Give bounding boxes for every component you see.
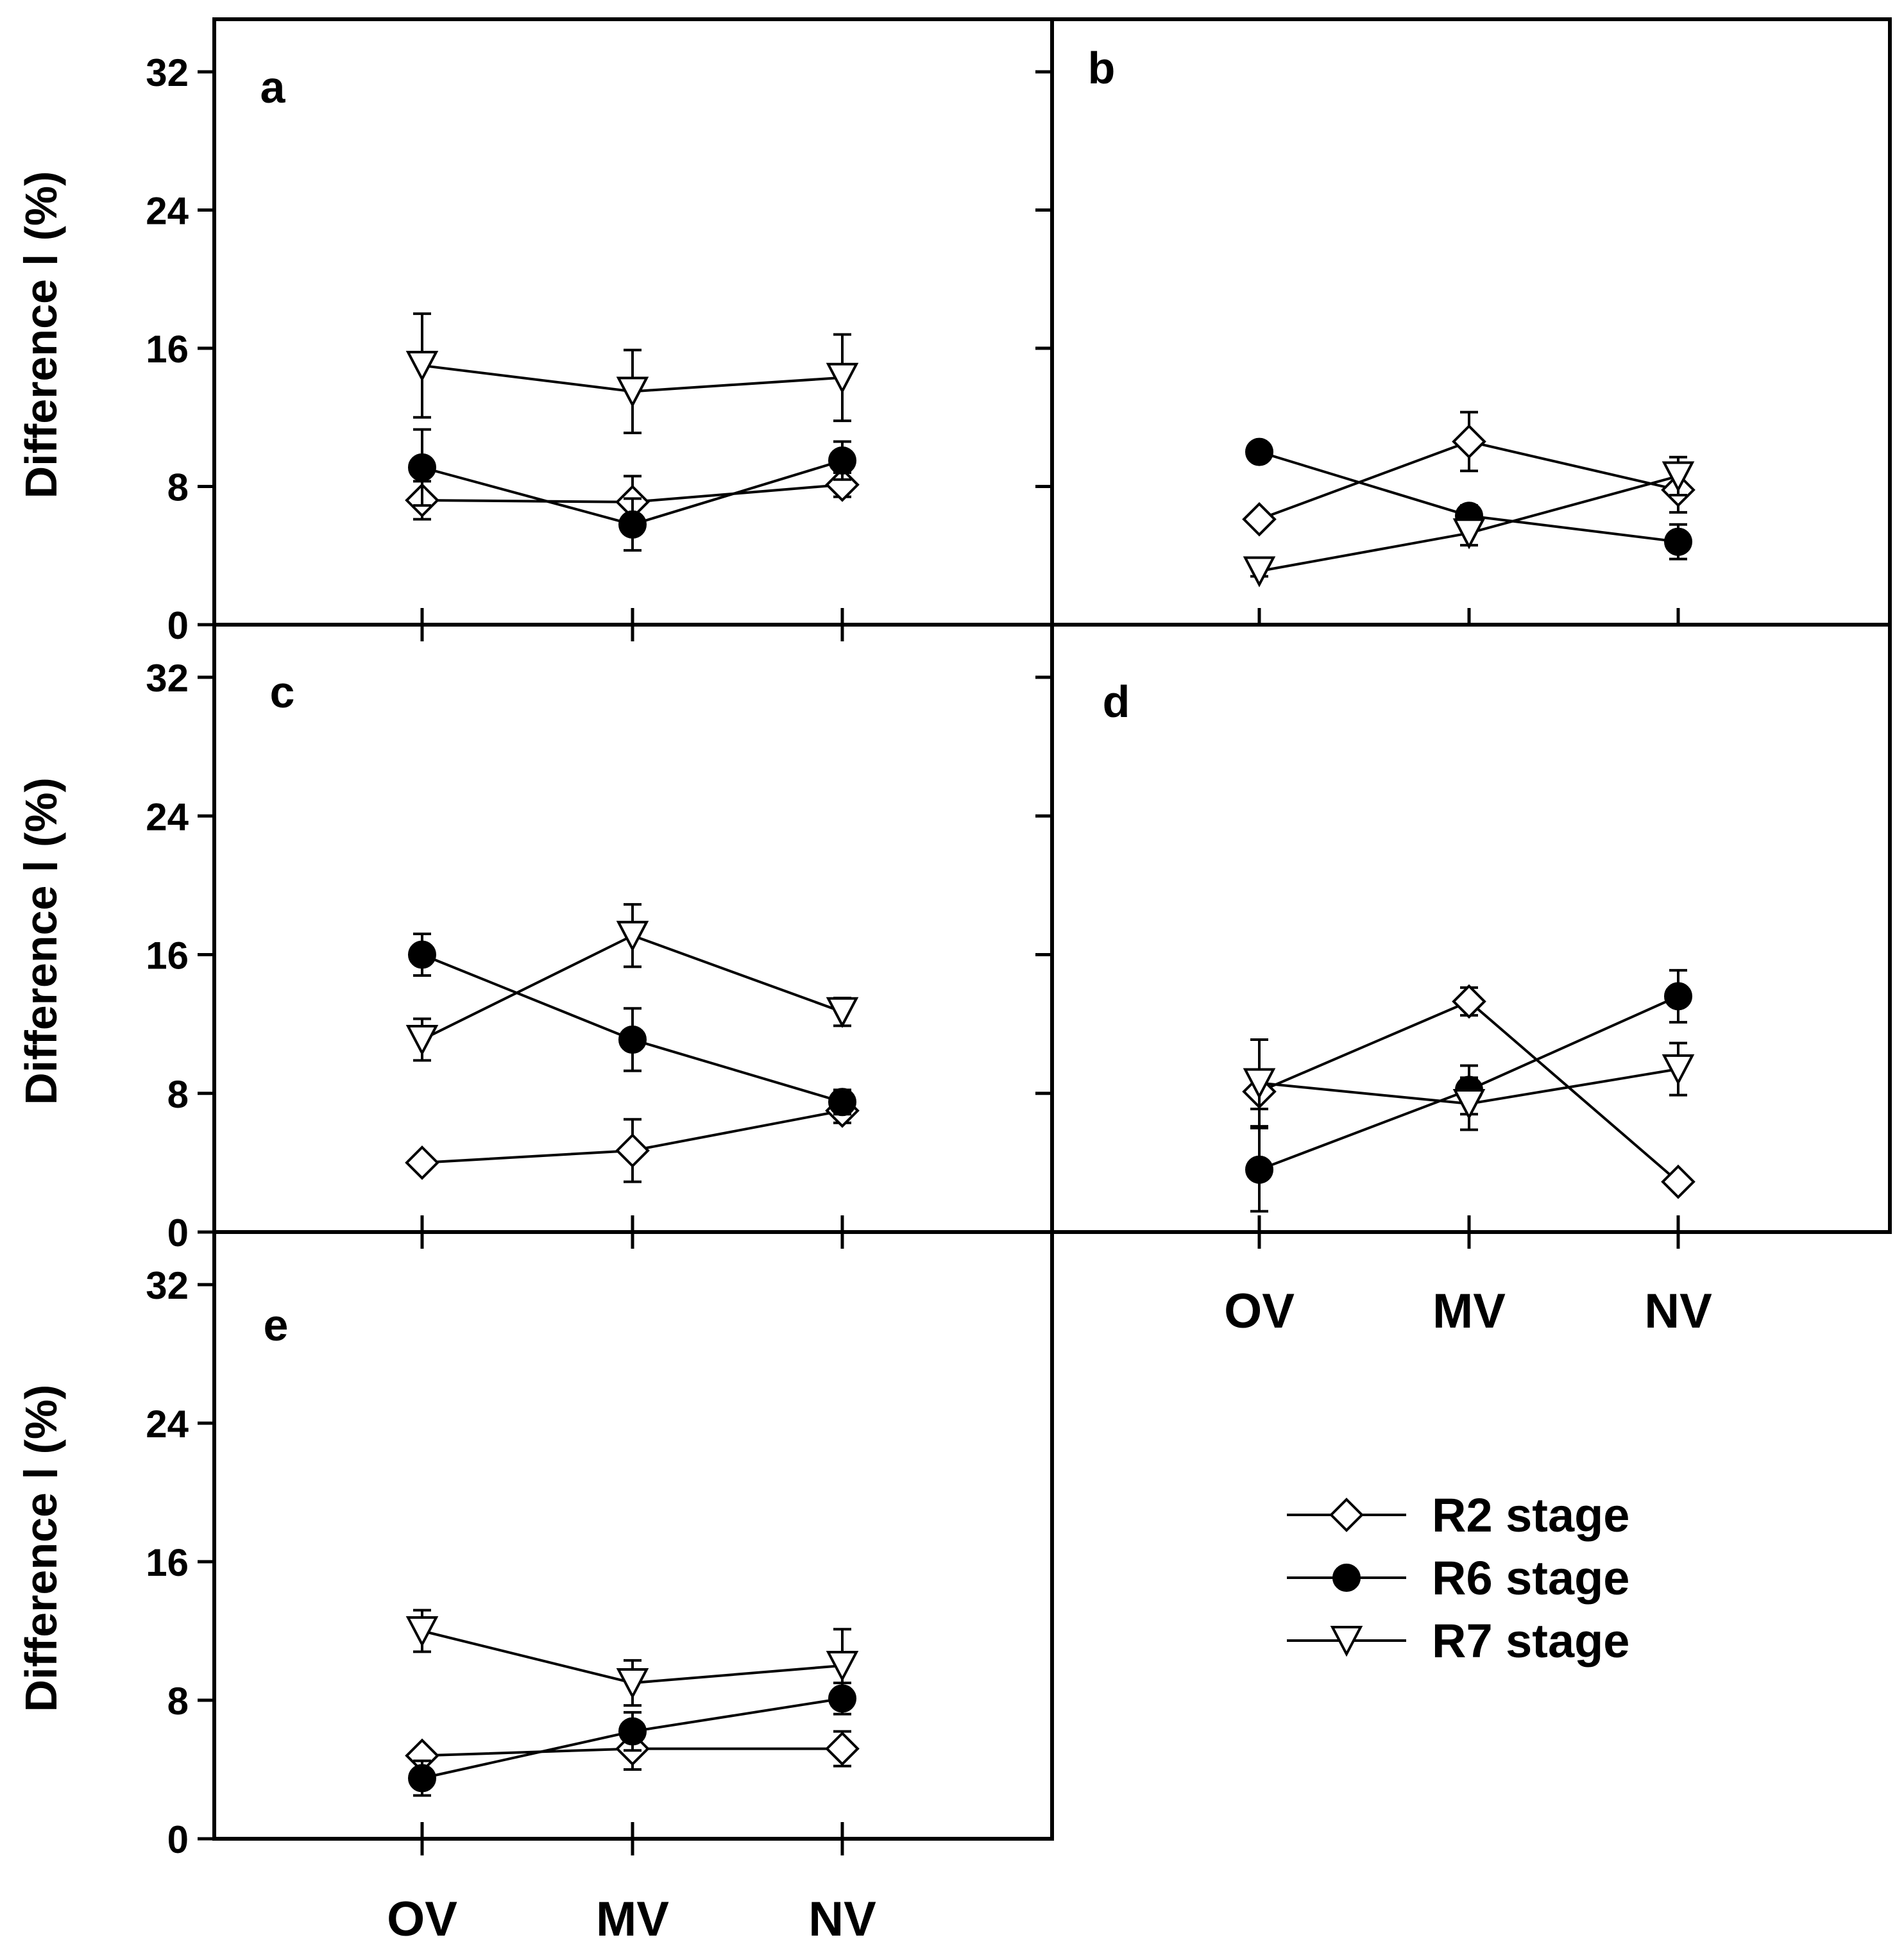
series-r7-stage — [1243, 1038, 1695, 1131]
data-point — [1662, 461, 1695, 493]
y-tick-label: 8 — [167, 1073, 189, 1116]
data-point — [1662, 1054, 1695, 1086]
data-point — [616, 920, 649, 952]
legend: R2 stage R6 stage R7 stage — [1287, 1489, 1629, 1668]
panel-label: a — [260, 62, 286, 112]
series-r6-stage — [408, 428, 856, 552]
chart-panels: a b c d e — [260, 43, 1696, 1797]
panel-d: d — [1103, 677, 1696, 1213]
data-point — [616, 1668, 649, 1700]
y-tick-label: 16 — [146, 934, 189, 977]
data-point — [1452, 424, 1486, 459]
y-tick-label: 0 — [167, 1818, 189, 1861]
legend-label: R7 stage — [1432, 1614, 1629, 1668]
data-point — [825, 467, 860, 502]
data-point — [828, 446, 856, 475]
panel-a: a — [260, 62, 860, 552]
panel-label: e — [264, 1300, 289, 1350]
data-point — [1664, 982, 1692, 1011]
data-point — [408, 1764, 436, 1793]
legend-marker — [1332, 1564, 1361, 1592]
panel-frame-d — [1050, 623, 1892, 1234]
data-point — [1243, 556, 1276, 587]
panel-e: e — [264, 1300, 860, 1797]
x-tick-label: NV — [1644, 1284, 1712, 1339]
y-axis-title: Difference Ⅰ (%) — [16, 171, 66, 499]
x-tick-labels: OV OV MV MV NV NV — [387, 1284, 1712, 1947]
y-tick-label: 32 — [146, 51, 189, 94]
data-point — [1452, 984, 1486, 1019]
series-r7-stage — [405, 903, 859, 1062]
x-tick-label: MV — [1432, 1284, 1506, 1339]
panel-label: d — [1103, 677, 1130, 727]
data-point — [826, 1651, 859, 1682]
series-r7-stage — [1243, 455, 1695, 587]
y-tick-label: 32 — [146, 1264, 189, 1307]
data-point — [1243, 1068, 1276, 1099]
data-point — [616, 376, 649, 408]
x-tick-label: OV — [1224, 1284, 1295, 1339]
panel-frames — [212, 17, 1892, 1841]
y-tick-label: 24 — [146, 795, 189, 838]
legend-label: R2 stage — [1432, 1489, 1629, 1542]
y-axis-titles: Difference Ⅰ (%) Difference Ⅰ (%) Differen… — [16, 171, 66, 1712]
data-point — [618, 1025, 647, 1054]
data-point — [405, 350, 439, 382]
data-point — [1664, 527, 1692, 556]
y-axis-title: Difference Ⅰ (%) — [16, 777, 66, 1105]
y-tick-label: 0 — [167, 604, 189, 647]
data-point — [1452, 1088, 1486, 1120]
series-r7-stage — [405, 1609, 859, 1707]
data-point — [408, 940, 436, 969]
data-point — [405, 1145, 439, 1180]
axis-ticks: 0 8 16 24 32 0 8 16 24 32 0 8 16 24 32 — [146, 51, 1680, 1861]
data-point — [1242, 502, 1277, 537]
y-tick-label: 32 — [146, 657, 189, 700]
panel-b: b — [1088, 43, 1696, 587]
legend-label: R6 stage — [1432, 1551, 1629, 1605]
data-point — [1661, 1164, 1696, 1199]
panel-c: c — [270, 667, 860, 1183]
y-tick-label: 8 — [167, 466, 189, 509]
data-point — [405, 1616, 439, 1648]
data-point — [408, 453, 436, 482]
data-point — [828, 1088, 856, 1117]
panel-label: c — [270, 667, 295, 717]
panel-label: b — [1088, 43, 1116, 93]
data-point — [826, 997, 859, 1029]
data-point — [1245, 1155, 1273, 1184]
series-r7-stage — [405, 312, 859, 434]
data-point — [618, 510, 647, 539]
y-tick-label: 16 — [146, 328, 189, 371]
data-point — [615, 1133, 650, 1168]
y-axis-title: Difference Ⅰ (%) — [16, 1385, 66, 1712]
data-point — [825, 1731, 860, 1766]
y-tick-label: 0 — [167, 1212, 189, 1254]
series-r6-stage — [1245, 437, 1692, 561]
x-tick-label: OV — [387, 1892, 457, 1947]
legend-item: R2 stage — [1287, 1489, 1629, 1542]
data-point — [405, 1024, 439, 1056]
y-tick-label: 24 — [146, 1403, 189, 1446]
legend-marker — [1329, 1498, 1364, 1532]
legend-item: R7 stage — [1287, 1614, 1629, 1668]
data-point — [826, 362, 859, 394]
x-tick-label: NV — [808, 1892, 876, 1947]
legend-item: R6 stage — [1287, 1551, 1629, 1605]
data-point — [618, 1717, 647, 1746]
data-point — [1245, 437, 1273, 466]
y-tick-label: 16 — [146, 1541, 189, 1584]
series-r6-stage — [408, 933, 856, 1117]
legend-marker — [1330, 1626, 1363, 1657]
y-tick-label: 24 — [146, 190, 189, 233]
x-tick-label: MV — [596, 1892, 669, 1947]
data-point — [1452, 518, 1486, 550]
y-tick-label: 8 — [167, 1680, 189, 1723]
series-r2-stage — [405, 1093, 860, 1183]
